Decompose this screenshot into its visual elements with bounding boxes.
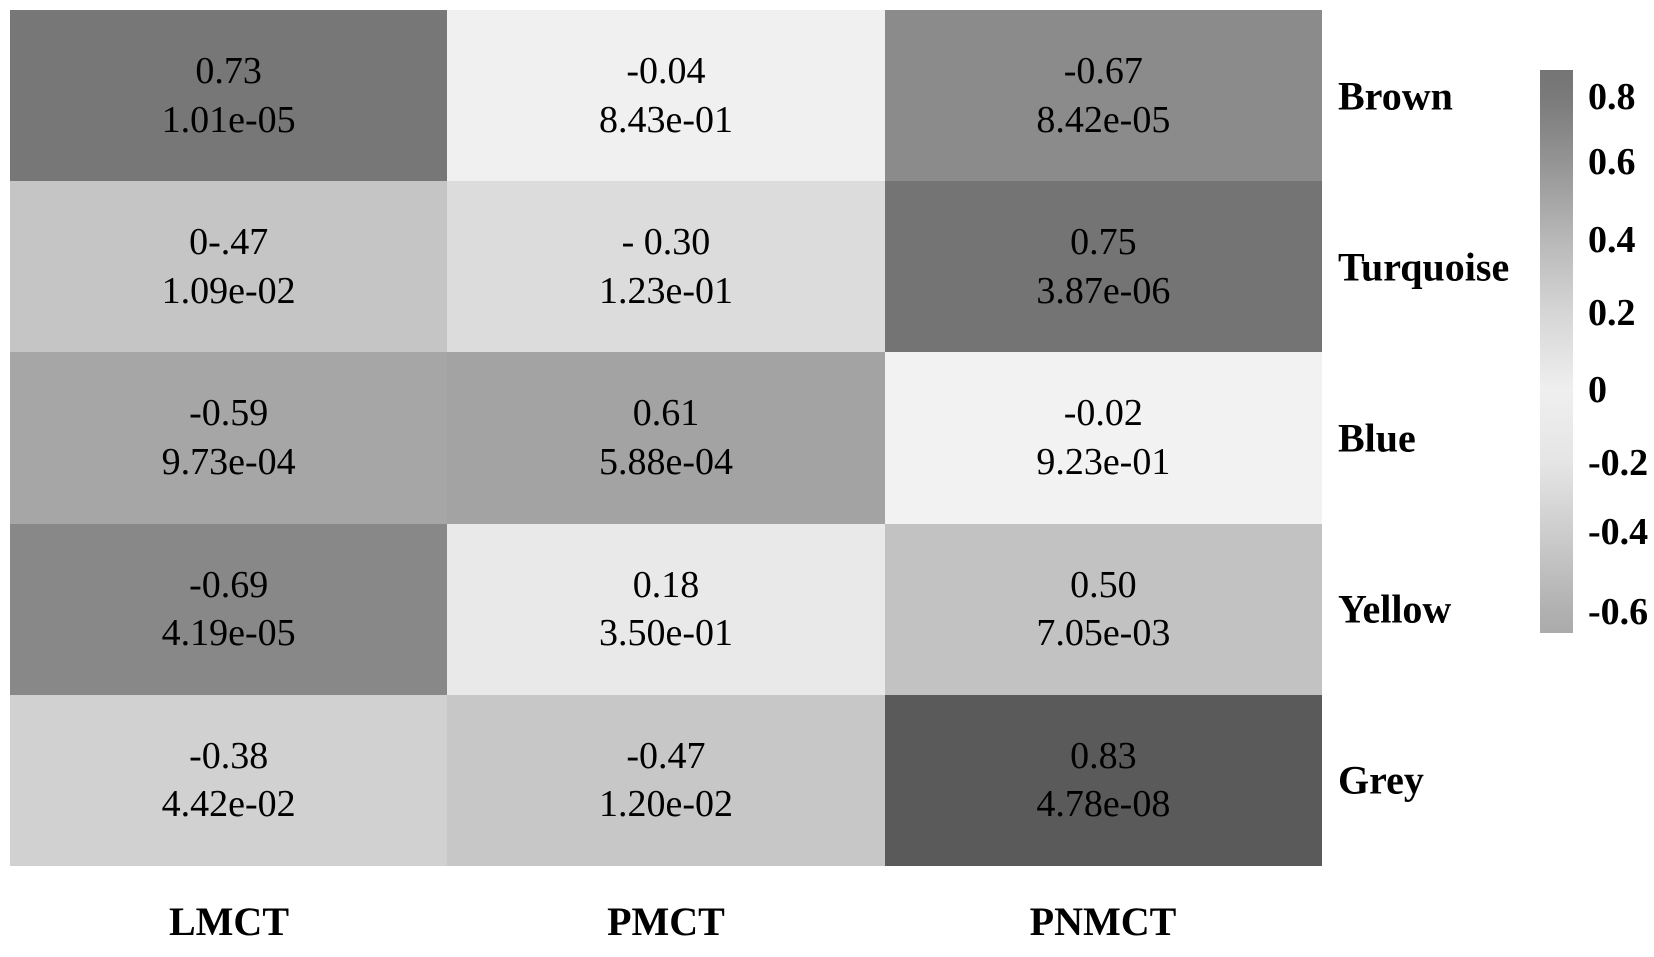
heatmap-cell-turquoise-pnmct: 0.75 3.87e-06 <box>884 181 1322 353</box>
heatmap-cell-blue-pmct: 0.61 5.88e-04 <box>447 352 885 524</box>
cell-correlation-value: -0.69 <box>189 563 269 606</box>
cell-correlation-value: -0.67 <box>1063 49 1143 92</box>
colorbar-tick: 0.2 <box>1588 292 1636 334</box>
cell-p-value: 1.23e-01 <box>598 269 733 312</box>
cell-correlation-value: 0.75 <box>1070 221 1137 264</box>
heatmap-cell-grey-pmct: -0.47 1.20e-02 <box>447 694 885 866</box>
cell-p-value: 9.23e-01 <box>1036 440 1171 483</box>
column-label-lmct: LMCT <box>169 899 289 944</box>
heatmap-grid: 0.73 1.01e-05 -0.04 8.43e-01 -0.67 8.42e… <box>10 10 1322 866</box>
colorbar-tick: -0.2 <box>1588 442 1649 484</box>
cell-p-value: 1.20e-02 <box>598 783 733 826</box>
cell-p-value: 9.73e-04 <box>161 440 296 483</box>
cell-p-value: 4.78e-08 <box>1036 783 1171 826</box>
colorbar-tick: 0.4 <box>1588 219 1636 261</box>
cell-p-value: 4.42e-02 <box>161 783 296 826</box>
heatmap-cell-blue-pnmct: -0.02 9.23e-01 <box>884 352 1322 524</box>
heatmap-cell-brown-pmct: -0.04 8.43e-01 <box>447 10 885 182</box>
heatmap-cell-brown-pnmct: -0.67 8.42e-05 <box>884 10 1322 182</box>
colorbar-tick: 0 <box>1588 369 1607 411</box>
heatmap-cell-grey-lmct: -0.38 4.42e-02 <box>10 694 448 866</box>
cell-correlation-value: -0.02 <box>1063 392 1143 435</box>
cell-p-value: 3.87e-06 <box>1036 269 1171 312</box>
colorbar-tick: 0.8 <box>1588 76 1636 118</box>
cell-p-value: 1.01e-05 <box>161 98 296 141</box>
cell-correlation-value: 0.18 <box>632 563 700 606</box>
heatmap-cell-yellow-pmct: 0.18 3.50e-01 <box>447 523 885 695</box>
heatmap-cell-grey-pnmct: 0.83 4.78e-08 <box>884 694 1322 866</box>
column-label-pmct: PMCT <box>607 899 725 944</box>
heatmap-cell-brown-lmct: 0.73 1.01e-05 <box>10 10 448 182</box>
heatmap-cell-turquoise-lmct: 0-.47 1.09e-02 <box>10 181 448 353</box>
row-label-blue: Blue <box>1338 415 1416 461</box>
cell-correlation-value: 0-.47 <box>189 221 269 264</box>
cell-correlation-value: - 0.30 <box>621 221 711 264</box>
cell-p-value: 8.43e-01 <box>598 98 733 141</box>
cell-p-value: 4.19e-05 <box>161 612 296 655</box>
cell-p-value: 5.88e-04 <box>598 440 733 483</box>
heatmap-cell-yellow-lmct: -0.69 4.19e-05 <box>10 523 448 695</box>
column-label-pnmct: PNMCT <box>1029 899 1177 944</box>
cell-p-value: 7.05e-03 <box>1036 612 1171 655</box>
row-label-grey: Grey <box>1338 757 1424 803</box>
row-label-brown: Brown <box>1338 73 1453 119</box>
colorbar-tick: 0.6 <box>1588 141 1636 183</box>
colorbar-tick: -0.6 <box>1588 591 1649 633</box>
heatmap-cell-blue-lmct: -0.59 9.73e-04 <box>10 352 448 524</box>
cell-p-value: 8.42e-05 <box>1036 98 1171 141</box>
cell-correlation-value: 0.73 <box>195 49 262 92</box>
heatmap-cell-yellow-pnmct: 0.50 7.05e-03 <box>884 523 1322 695</box>
row-label-yellow: Yellow <box>1338 586 1452 632</box>
colorbar-tick: -0.4 <box>1588 511 1649 553</box>
cell-p-value: 3.50e-01 <box>598 612 733 655</box>
cell-correlation-value: 0.83 <box>1070 734 1137 777</box>
cell-correlation-value: -0.38 <box>189 734 269 777</box>
cell-correlation-value: -0.04 <box>626 49 706 92</box>
cell-correlation-value: -0.47 <box>626 734 706 777</box>
cell-correlation-value: -0.59 <box>189 392 269 435</box>
cell-p-value: 1.09e-02 <box>161 269 296 312</box>
cell-correlation-value: 0.61 <box>632 392 700 435</box>
heatmap-cell-turquoise-pmct: - 0.30 1.23e-01 <box>447 181 885 353</box>
row-label-turquoise: Turquoise <box>1338 244 1510 290</box>
cell-correlation-value: 0.50 <box>1070 563 1137 606</box>
colorbar-gradient <box>1540 70 1573 633</box>
